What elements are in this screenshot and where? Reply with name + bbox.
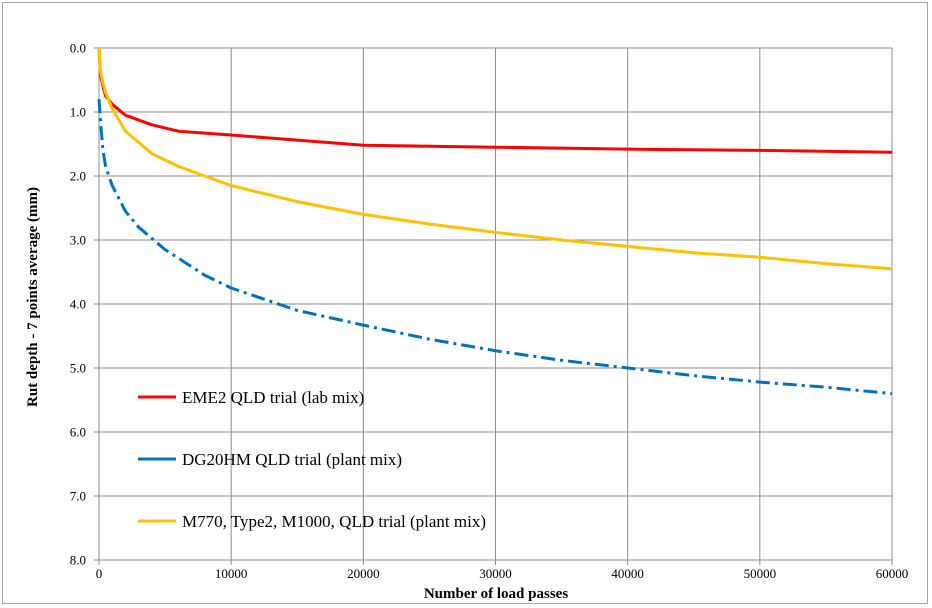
x-tick-label: 10000: [215, 566, 248, 581]
x-tick-label: 50000: [744, 566, 777, 581]
series-line-2: [97, 99, 893, 396]
x-tick-label: 40000: [611, 566, 644, 581]
y-tick-label: 4.0: [70, 297, 86, 312]
y-tick-label: 0.0: [70, 41, 86, 56]
x-tick-label: 30000: [479, 566, 512, 581]
axes: [94, 47, 893, 565]
legend: EME2 QLD trial (lab mix) DG20HM QLD trial…: [138, 388, 486, 531]
x-tick-label: 60000: [876, 566, 909, 581]
y-tick-label: 2.0: [70, 169, 86, 184]
y-tick-label: 8.0: [70, 553, 86, 568]
grid-lines: [99, 47, 893, 560]
y-tick-label: 6.0: [70, 425, 86, 440]
tick-labels: 0.0 1.0 2.0 3.0 4.0 5.0 6.0 7.0 8.0 0 10000 20000 30…: [70, 41, 909, 582]
series-line-3: [97, 47, 893, 271]
y-tick-label: 1.0: [70, 105, 86, 120]
y-axis-title: Rut depth - 7 points average (mm): [25, 187, 41, 407]
y-tick-label: 5.0: [70, 361, 86, 376]
y-tick-label: 7.0: [70, 489, 86, 504]
series-lines: [97, 47, 893, 396]
x-tick-label: 20000: [347, 566, 380, 581]
x-tick-label: 0: [96, 566, 103, 581]
y-tick-label: 3.0: [70, 233, 86, 248]
legend-label-1: EME2 QLD trial (lab mix): [182, 388, 364, 407]
legend-label-2: DG20HM QLD trial (plant mix): [182, 450, 402, 469]
x-axis-title: Number of load passes: [424, 586, 568, 602]
legend-label-3: M770, Type2, M1000, QLD trial (plant mix…: [182, 512, 486, 531]
